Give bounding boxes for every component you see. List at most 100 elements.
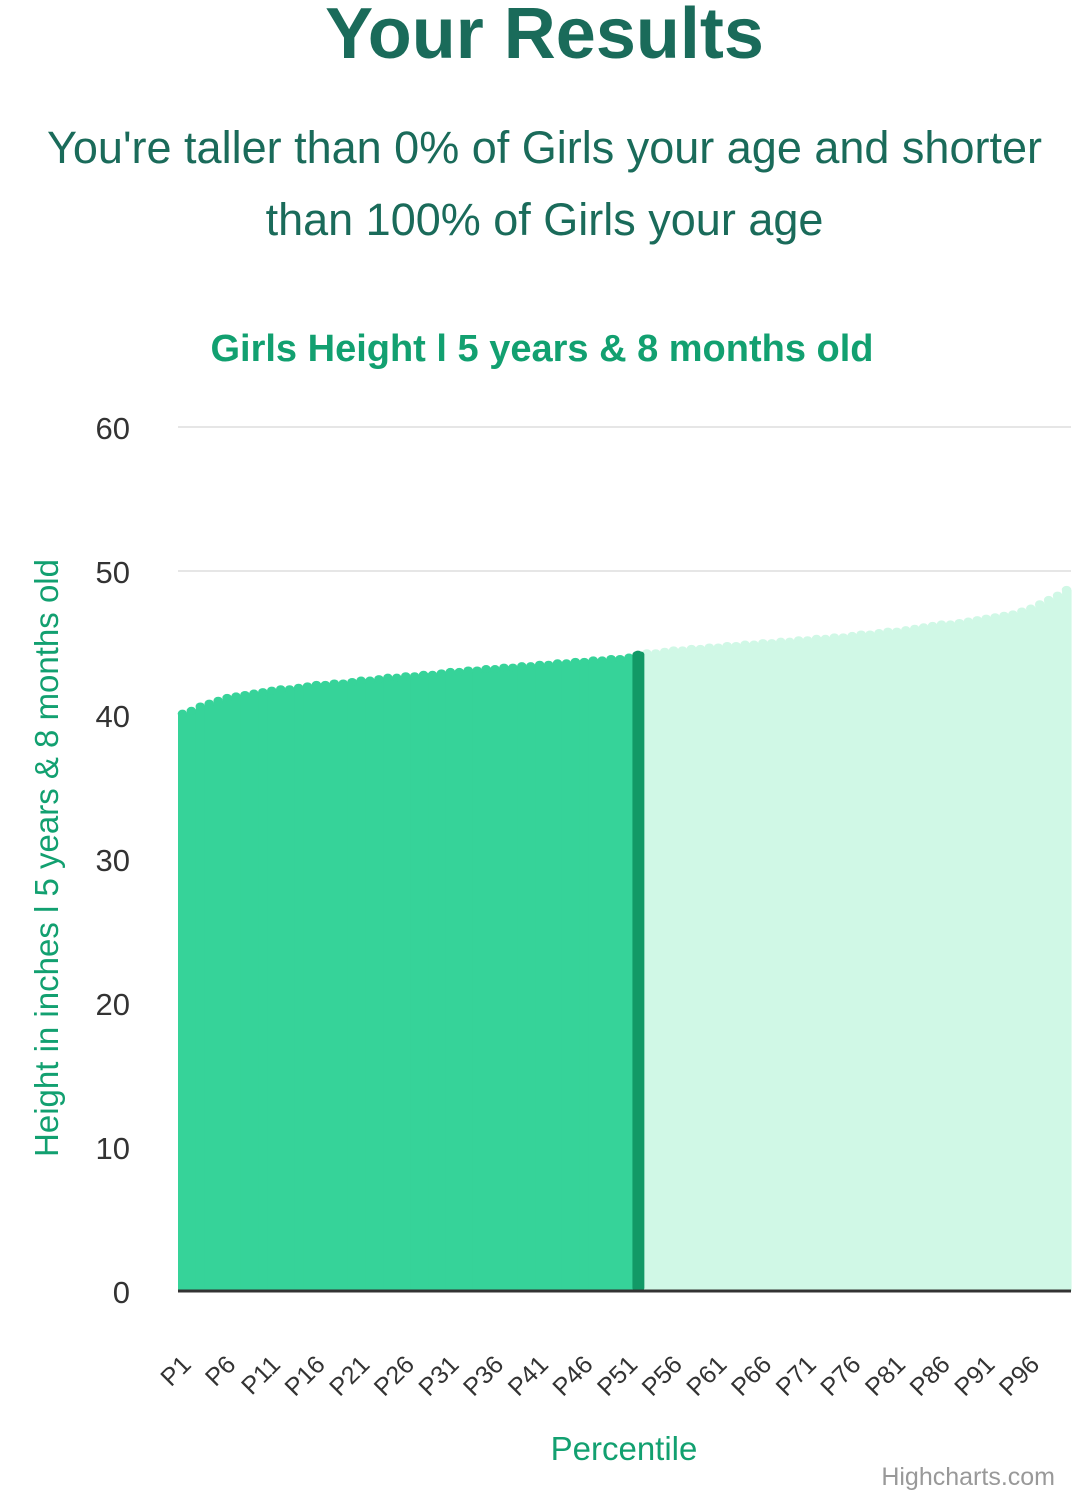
data-bar[interactable] (749, 644, 760, 1291)
data-bar[interactable] (704, 647, 715, 1291)
data-bar[interactable] (820, 638, 831, 1291)
data-point[interactable] (338, 679, 348, 688)
data-bar[interactable] (624, 657, 635, 1291)
data-bar[interactable] (428, 674, 438, 1291)
data-bar[interactable] (445, 671, 456, 1291)
data-point[interactable] (597, 656, 607, 665)
data-point[interactable] (347, 678, 357, 686)
data-point[interactable] (365, 676, 375, 685)
data-bar[interactable] (1026, 608, 1036, 1291)
data-point[interactable] (1043, 595, 1054, 604)
data-bar[interactable] (294, 687, 304, 1291)
data-point[interactable] (981, 614, 991, 623)
data-bar[interactable] (570, 661, 581, 1291)
data-bar[interactable] (276, 689, 286, 1291)
data-point[interactable] (749, 640, 759, 649)
data-point[interactable] (668, 646, 679, 655)
data-bar[interactable] (785, 641, 795, 1291)
data-bar[interactable] (1035, 604, 1045, 1291)
data-point[interactable] (740, 640, 750, 649)
data-point[interactable] (356, 676, 366, 685)
data-bar[interactable] (329, 683, 340, 1291)
data-bar[interactable] (535, 664, 545, 1291)
data-point[interactable] (927, 621, 938, 630)
data-point[interactable] (793, 636, 804, 645)
data-point[interactable] (999, 611, 1009, 620)
data-point[interactable] (606, 654, 616, 663)
data-point[interactable] (543, 660, 554, 669)
data-bar[interactable] (320, 684, 331, 1291)
data-bar[interactable] (767, 643, 777, 1291)
data-bar[interactable] (606, 658, 617, 1291)
data-point[interactable] (320, 680, 331, 689)
data-point[interactable] (704, 643, 715, 652)
data-bar[interactable] (615, 658, 626, 1291)
data-point[interactable] (240, 690, 250, 699)
data-bar[interactable] (472, 670, 483, 1291)
data-point[interactable] (624, 653, 634, 662)
data-bar[interactable] (517, 666, 527, 1291)
data-bar[interactable] (544, 664, 554, 1291)
data-bar[interactable] (588, 660, 599, 1291)
data-bar[interactable] (972, 620, 983, 1291)
data-bar[interactable] (722, 646, 733, 1291)
data-point[interactable] (534, 660, 545, 669)
data-point[interactable] (329, 679, 340, 688)
data-bar[interactable] (383, 677, 393, 1291)
data-point[interactable] (972, 616, 982, 625)
data-bar[interactable] (249, 693, 259, 1291)
data-point[interactable] (659, 647, 670, 656)
data-point[interactable] (722, 642, 732, 650)
data-point[interactable] (856, 630, 866, 639)
data-bar[interactable] (213, 700, 224, 1291)
data-bar[interactable] (883, 631, 893, 1291)
data-bar[interactable] (374, 679, 384, 1291)
data-point[interactable] (776, 637, 786, 646)
data-point[interactable] (579, 657, 590, 666)
data-bar[interactable] (553, 663, 563, 1291)
data-point[interactable] (525, 662, 536, 671)
data-bar[interactable] (561, 663, 572, 1291)
data-point[interactable] (990, 613, 1000, 622)
data-point[interactable] (936, 620, 947, 629)
data-bar[interactable] (1017, 611, 1027, 1291)
data-bar[interactable] (687, 648, 697, 1291)
data-bar[interactable] (838, 637, 849, 1291)
data-bar[interactable] (481, 669, 492, 1291)
data-bar[interactable] (794, 640, 804, 1291)
data-point[interactable] (909, 624, 920, 633)
data-point[interactable] (222, 693, 232, 702)
data-point[interactable] (409, 672, 420, 681)
data-point[interactable] (472, 666, 482, 675)
chart-credit[interactable]: Highcharts.com (881, 1463, 1055, 1491)
data-point[interactable] (1008, 610, 1018, 619)
data-bar[interactable] (338, 683, 349, 1291)
data-bar[interactable] (231, 696, 242, 1291)
data-point[interactable] (847, 631, 857, 640)
data-bar[interactable] (856, 634, 867, 1291)
data-bar[interactable] (874, 633, 885, 1291)
data-bar[interactable] (981, 618, 992, 1291)
data-point[interactable] (954, 618, 965, 627)
data-point[interactable] (374, 675, 384, 684)
data-point[interactable] (865, 630, 875, 639)
data-point[interactable] (481, 665, 491, 674)
data-point[interactable] (508, 663, 518, 672)
data-bar[interactable] (436, 673, 447, 1291)
data-point[interactable] (427, 670, 438, 679)
data-point[interactable] (561, 659, 572, 668)
data-bar[interactable] (258, 692, 268, 1291)
data-point[interactable] (463, 666, 473, 675)
data-point[interactable] (302, 682, 313, 691)
data-bar[interactable] (892, 631, 902, 1291)
data-bar[interactable] (945, 624, 956, 1291)
data-bar[interactable] (508, 667, 518, 1291)
data-point[interactable] (570, 657, 581, 666)
data-bar[interactable] (660, 651, 670, 1291)
data-point[interactable] (945, 620, 956, 629)
data-point[interactable] (258, 688, 268, 697)
data-bar[interactable] (186, 710, 197, 1291)
data-point[interactable] (177, 709, 188, 718)
data-point[interactable] (499, 663, 509, 672)
data-point[interactable] (588, 656, 599, 665)
